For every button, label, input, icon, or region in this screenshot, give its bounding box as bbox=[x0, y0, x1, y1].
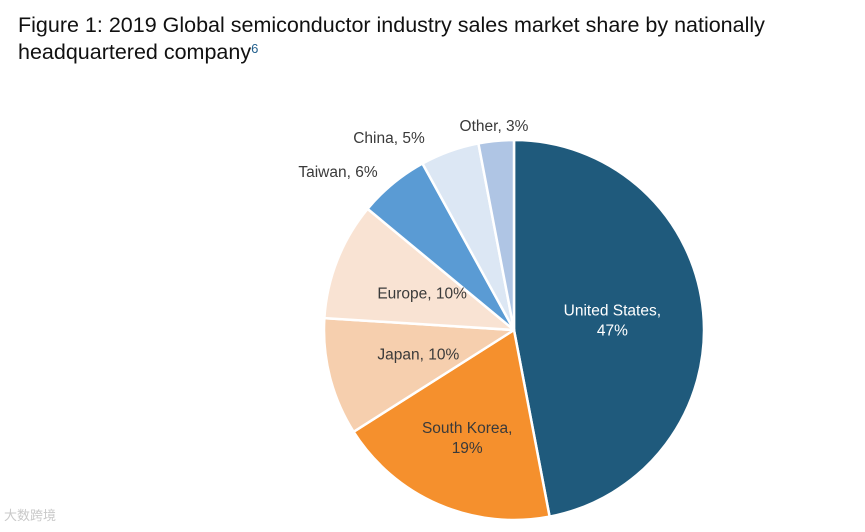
watermark-text: 大数跨境 bbox=[4, 508, 57, 523]
pie-slice-other[interactable] bbox=[477, 138, 516, 332]
pie-slice-south-korea[interactable] bbox=[352, 328, 551, 522]
chart-title-text: Figure 1: 2019 Global semiconductor indu… bbox=[18, 13, 765, 64]
pie-labels: United States, 47% South Korea, 19% Japan, 1… bbox=[298, 118, 661, 457]
pie-slice-europe[interactable] bbox=[323, 207, 516, 332]
pie-label-taiwan: Taiwan, 6% bbox=[298, 164, 377, 181]
pie-label-south-korea: South Korea, 19% bbox=[422, 420, 512, 457]
footnote-marker[interactable]: 6 bbox=[251, 41, 259, 56]
pie-label-united-states: United States, 47% bbox=[564, 303, 661, 340]
pie-slice-united-states[interactable] bbox=[512, 138, 706, 518]
pie-slice-japan[interactable] bbox=[322, 316, 516, 434]
pie-label-japan: Japan, 10% bbox=[377, 347, 459, 364]
pie-label-europe: Europe, 10% bbox=[377, 286, 467, 303]
pie-label-china: China, 5% bbox=[353, 130, 425, 147]
chart-title: Figure 1: 2019 Global semiconductor indu… bbox=[18, 12, 863, 66]
pie-label-other: Other, 3% bbox=[460, 118, 529, 135]
pie-slices bbox=[322, 138, 706, 522]
